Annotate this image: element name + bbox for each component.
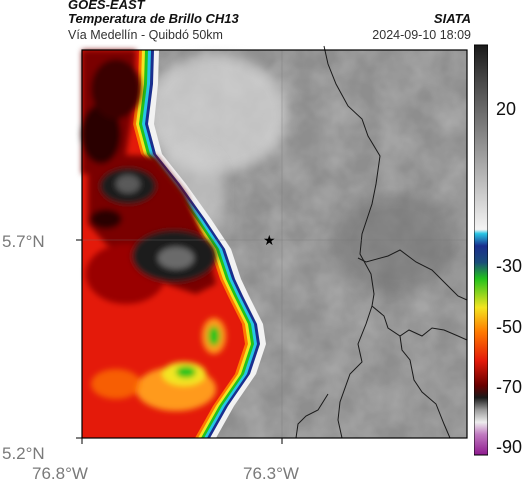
map-frame <box>81 49 468 439</box>
colorbar <box>474 44 488 456</box>
boundary-line-2 <box>357 249 468 301</box>
x-tick-label-76-3w: 76.3°W <box>243 464 299 483</box>
y-tick-label-5-2n: 5.2°N <box>2 444 45 463</box>
x-tick-label-76-8w: 76.8°W <box>32 464 88 483</box>
cold-cloud-tops <box>81 50 216 304</box>
channel-title: Temperatura de Brillo CH13 SIATA <box>68 12 471 26</box>
colorbar-label-m50: -50 <box>496 317 523 337</box>
colorbar-label-m70: -70 <box>496 377 523 397</box>
channel-title-text: Temperatura de Brillo CH13 <box>68 11 239 26</box>
brand-label: SIATA <box>433 11 471 26</box>
colorbar-gradient <box>474 44 488 456</box>
boundary-line-5 <box>295 393 329 439</box>
dark-cloud-patch <box>336 194 456 294</box>
bright-cloud-patch <box>146 54 286 174</box>
location-star-icon: ★ <box>263 233 276 249</box>
boundary-line <box>323 45 468 341</box>
timestamp: 2024-09-10 18:09 <box>372 28 471 42</box>
colorbar-label-m90: -90 <box>496 437 523 457</box>
route-subtitle: Vía Medellín - Quibdó 50km <box>68 28 223 42</box>
colorbar-label-20: 20 <box>496 99 517 119</box>
y-tick-label-5-7n: 5.7°N <box>2 232 45 251</box>
product-title: GOES-EAST <box>68 0 145 12</box>
boundary-line-4 <box>399 335 451 439</box>
subtitle-row: Vía Medellín - Quibdó 50km 2024-09-10 18… <box>68 28 471 42</box>
satellite-map: ★ <box>66 44 470 456</box>
interior-warm-patches <box>91 318 226 411</box>
colorbar-label-m30: -30 <box>496 256 523 276</box>
boundary-line-3 <box>337 305 373 439</box>
